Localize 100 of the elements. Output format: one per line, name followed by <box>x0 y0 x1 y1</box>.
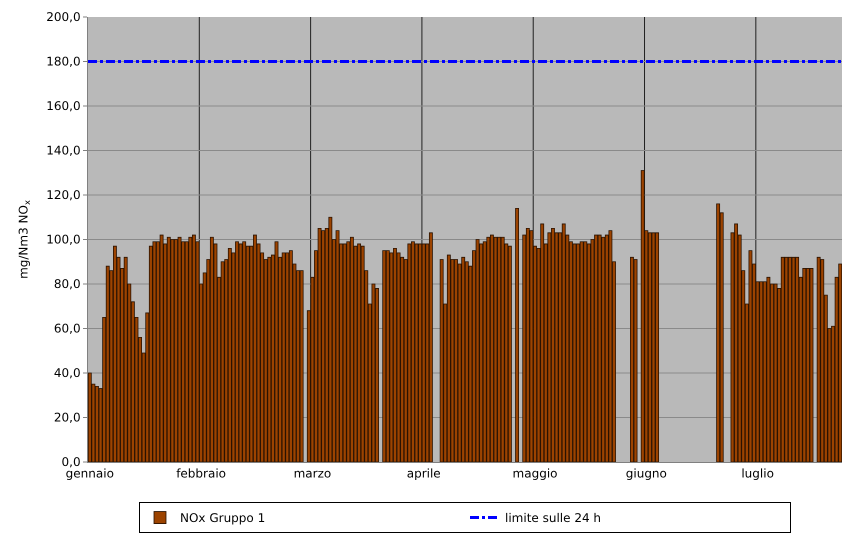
y-tick-label: 60,0 <box>54 322 81 336</box>
bar <box>160 234 164 462</box>
bar <box>267 256 272 462</box>
bar <box>106 266 110 462</box>
y-tick-label: 80,0 <box>54 277 81 292</box>
bar <box>554 232 558 462</box>
x-tick-label: febbraio <box>176 466 226 480</box>
bar <box>389 252 394 462</box>
bar <box>228 248 232 462</box>
bar <box>454 259 458 462</box>
bar <box>482 241 487 462</box>
bar <box>242 241 246 462</box>
bar <box>210 236 214 462</box>
bar <box>497 236 502 462</box>
bar <box>350 236 354 462</box>
bar <box>428 232 433 462</box>
bar <box>774 284 778 462</box>
bar <box>166 236 171 462</box>
bar <box>780 256 785 462</box>
bar <box>820 259 824 462</box>
bar <box>400 256 404 462</box>
y-tick-label: 180,0 <box>46 54 81 69</box>
bar <box>113 246 117 462</box>
bar <box>640 170 645 462</box>
bar <box>515 208 519 462</box>
y-tick-label: 120,0 <box>46 188 81 202</box>
x-tick-label: marzo <box>294 466 332 480</box>
bar <box>300 270 304 462</box>
bar <box>508 246 512 462</box>
bar <box>446 254 451 462</box>
bar <box>95 386 99 462</box>
y-tick-label: 40,0 <box>54 366 81 380</box>
bar <box>170 239 174 462</box>
x-tick-label: maggio <box>512 466 558 480</box>
bar <box>357 244 362 462</box>
bar <box>762 281 767 462</box>
bar <box>235 241 239 462</box>
bar <box>274 241 278 462</box>
y-tick-label: 20,0 <box>54 410 81 425</box>
bar <box>178 236 182 462</box>
bar <box>124 256 128 462</box>
bar <box>551 228 555 462</box>
bar <box>634 259 638 462</box>
bar <box>630 256 634 462</box>
bar <box>784 256 788 462</box>
bar <box>386 250 390 462</box>
bar <box>181 241 186 462</box>
bar <box>288 250 293 462</box>
bar <box>328 216 332 462</box>
bar <box>88 372 92 462</box>
bar <box>810 268 814 462</box>
bar <box>342 244 347 462</box>
bar <box>174 239 178 462</box>
bar <box>282 252 286 462</box>
bar <box>184 241 189 462</box>
bar <box>759 281 764 462</box>
bar <box>486 236 490 462</box>
bar <box>562 224 566 462</box>
bar <box>238 244 243 462</box>
bar <box>346 241 350 462</box>
bar <box>608 230 612 462</box>
bar <box>788 256 792 462</box>
bar <box>148 246 153 462</box>
bar <box>494 236 498 462</box>
bar <box>580 241 584 462</box>
bar <box>382 250 386 462</box>
bar <box>188 236 192 462</box>
bar <box>547 232 552 462</box>
bar <box>734 224 738 462</box>
bar <box>652 232 656 462</box>
bar <box>336 230 340 462</box>
bar <box>220 261 225 462</box>
bar <box>500 236 505 462</box>
bar <box>601 236 606 462</box>
bar <box>372 284 376 462</box>
x-tick-label: aprile <box>406 466 441 480</box>
x-tick-label: giugno <box>626 466 667 480</box>
bar <box>598 234 602 462</box>
bar <box>411 241 415 462</box>
bar <box>802 268 806 462</box>
bar <box>648 232 652 462</box>
bar <box>414 244 418 462</box>
bar <box>396 252 400 462</box>
bar <box>321 230 326 462</box>
bar <box>583 241 588 462</box>
bar <box>440 259 444 462</box>
bar <box>422 244 426 462</box>
bar <box>253 234 257 462</box>
bar <box>152 241 156 462</box>
bar <box>806 268 810 462</box>
bar <box>655 232 660 462</box>
bar <box>461 256 466 462</box>
bar <box>576 244 580 462</box>
legend-label: NOx Gruppo 1 <box>180 511 266 526</box>
y-tick-label: 140,0 <box>46 144 81 158</box>
bar <box>816 256 821 462</box>
legend-label: limite sulle 24 h <box>505 511 602 526</box>
x-tick-label: luglio <box>741 466 774 480</box>
bar <box>192 234 196 462</box>
y-tick-label: 200,0 <box>46 10 81 24</box>
